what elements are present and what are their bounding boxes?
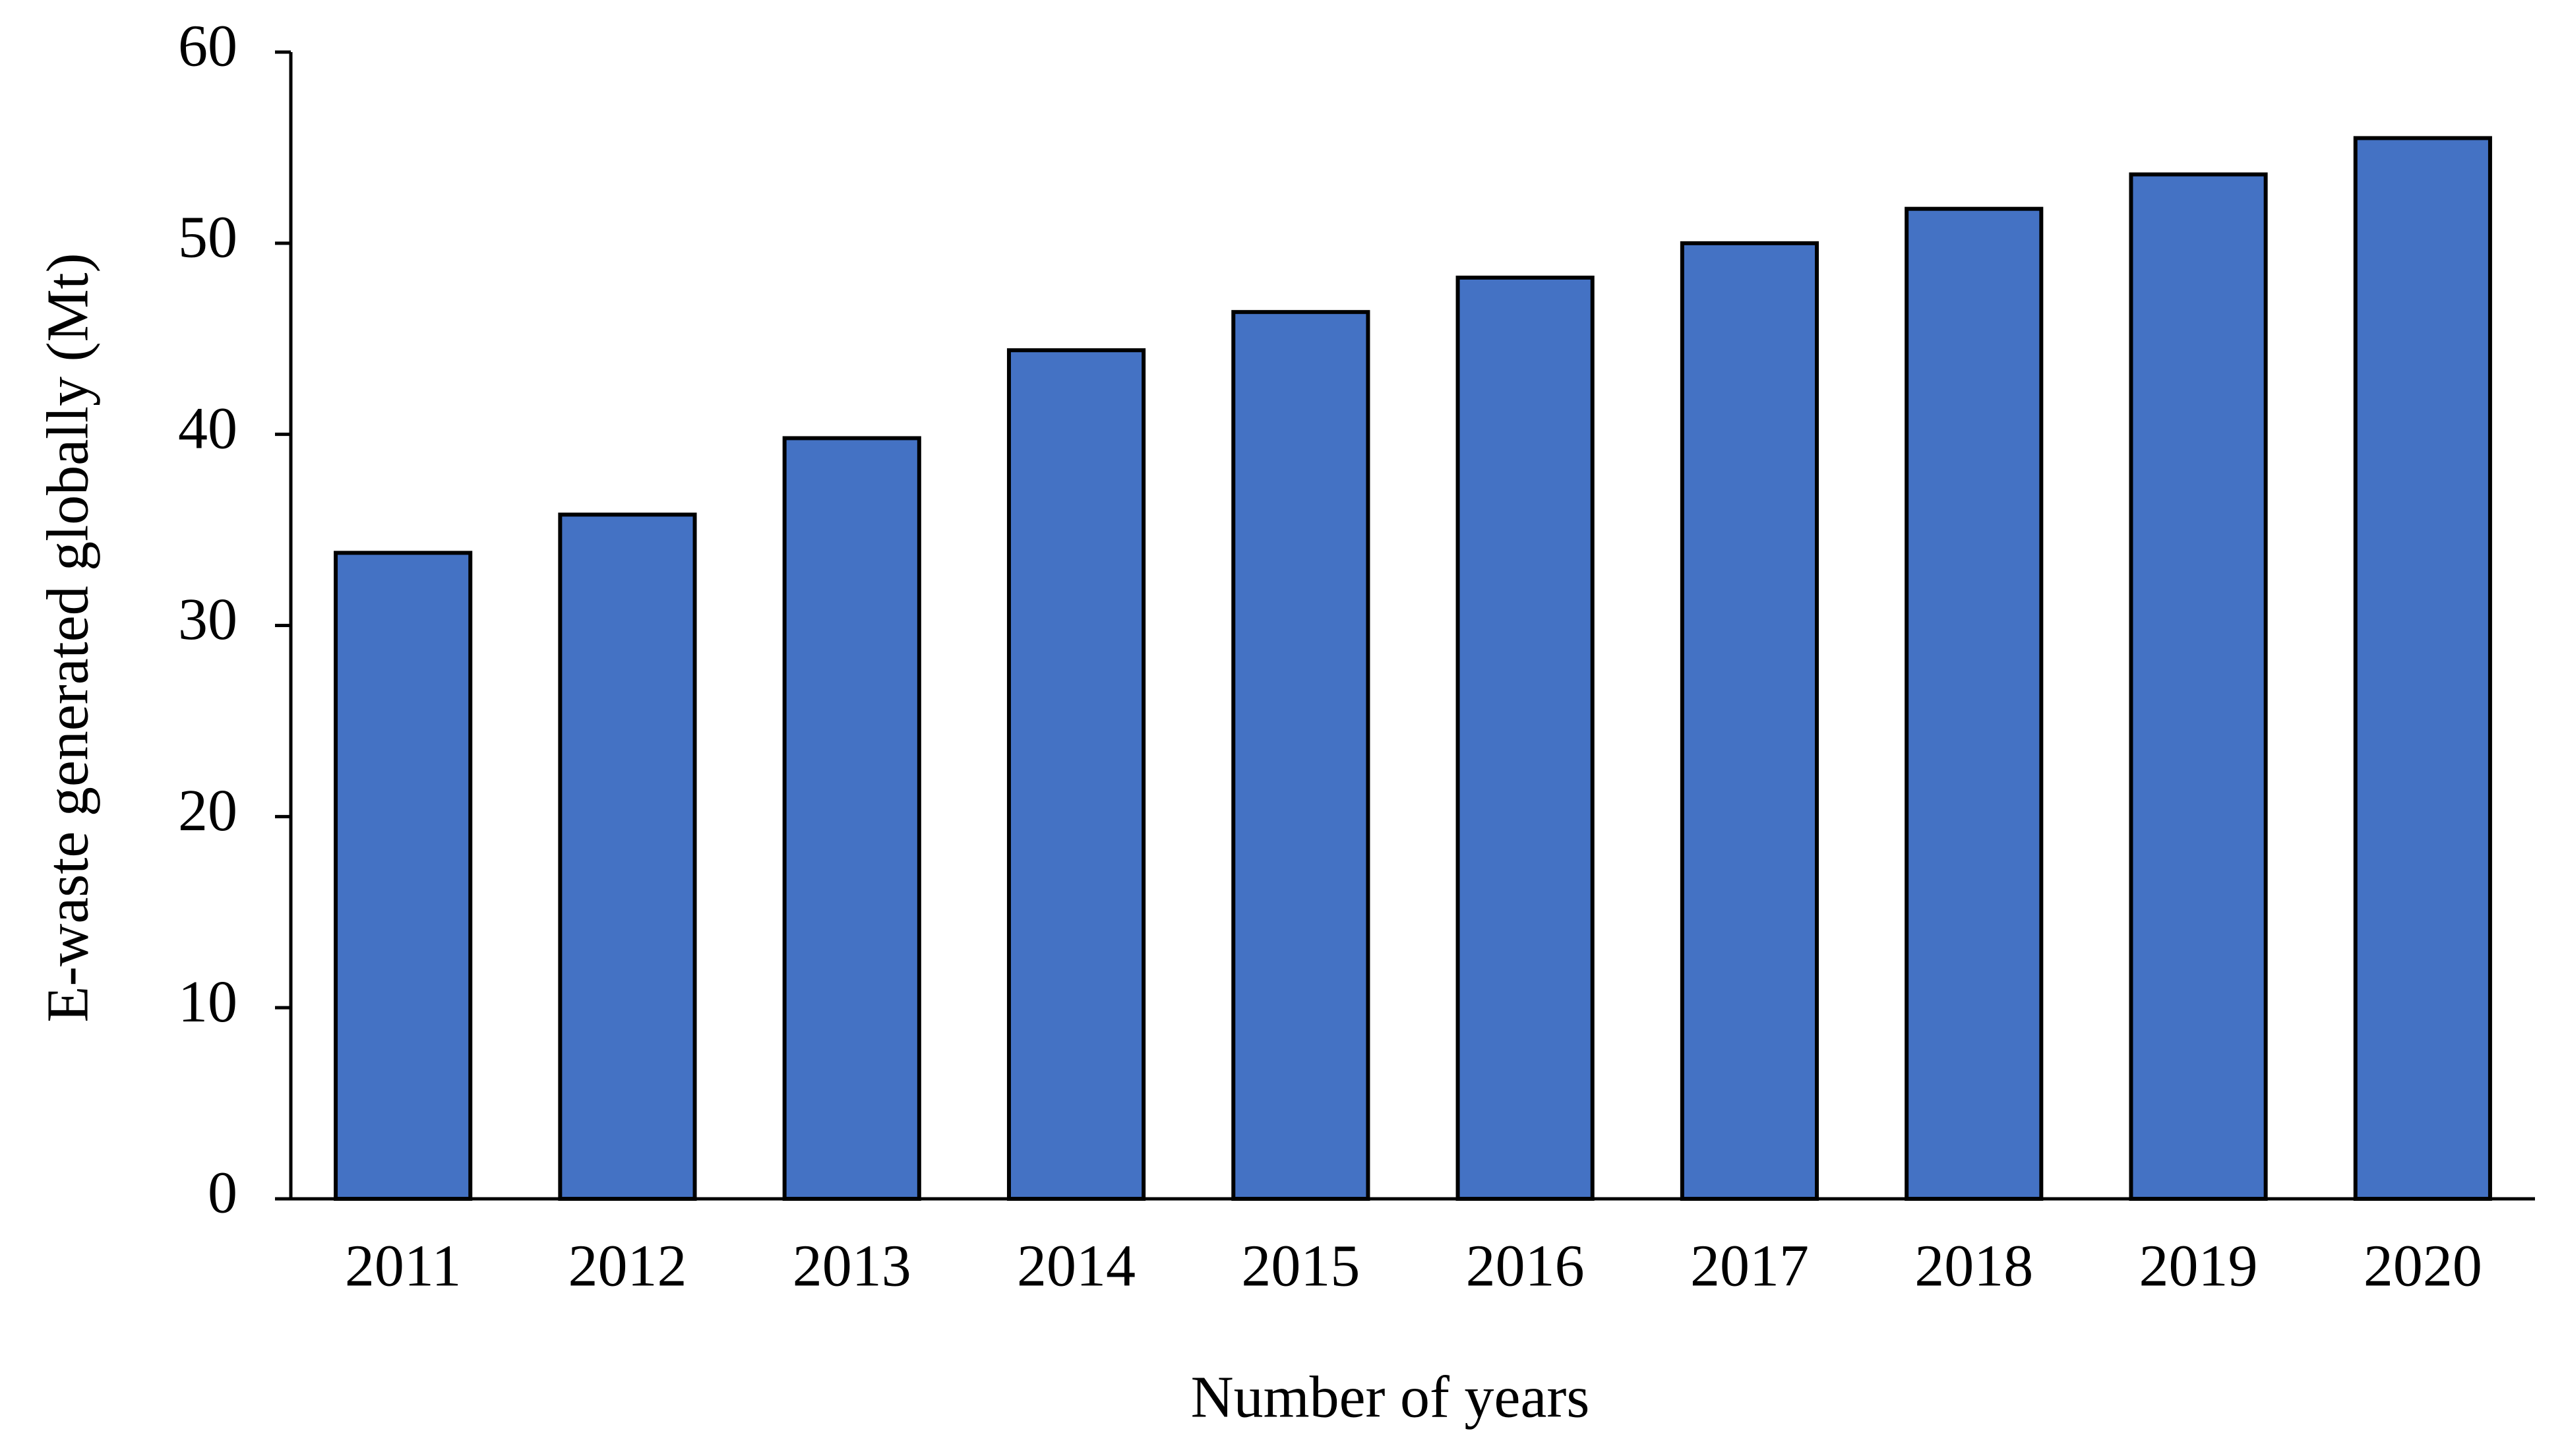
bar — [1905, 206, 2044, 1201]
bar — [558, 512, 697, 1201]
bar — [1006, 348, 1146, 1201]
x-tick-label: 2018 — [1914, 1234, 2033, 1299]
bar — [334, 551, 473, 1201]
bar — [2353, 136, 2492, 1201]
bar — [782, 436, 921, 1201]
y-tick-label: 0 — [208, 1161, 237, 1226]
y-tick-label: 60 — [178, 14, 237, 79]
bar — [2129, 172, 2268, 1201]
x-tick-label: 2011 — [345, 1234, 462, 1299]
x-tick-label: 2020 — [2364, 1234, 2482, 1299]
x-tick-label: 2012 — [568, 1234, 687, 1299]
x-tick-label: 2019 — [2139, 1234, 2258, 1299]
x-tick-label: 2014 — [1017, 1234, 1136, 1299]
y-tick-label: 40 — [178, 396, 237, 461]
y-axis-title: E-waste generated globally (Mt) — [36, 253, 101, 1022]
x-tick-label: 2013 — [793, 1234, 911, 1299]
x-tick-label: 2017 — [1690, 1234, 1809, 1299]
bar — [1231, 310, 1370, 1201]
bar — [1680, 241, 1819, 1201]
y-tick-label: 30 — [178, 587, 237, 652]
x-tick-label: 2015 — [1241, 1234, 1360, 1299]
x-axis-title: Number of years — [1191, 1365, 1590, 1430]
y-tick-label: 50 — [178, 204, 237, 270]
x-tick-label: 2016 — [1466, 1234, 1585, 1299]
bar — [1455, 276, 1595, 1201]
y-tick-label: 10 — [178, 969, 237, 1035]
y-tick-label: 20 — [178, 778, 237, 843]
